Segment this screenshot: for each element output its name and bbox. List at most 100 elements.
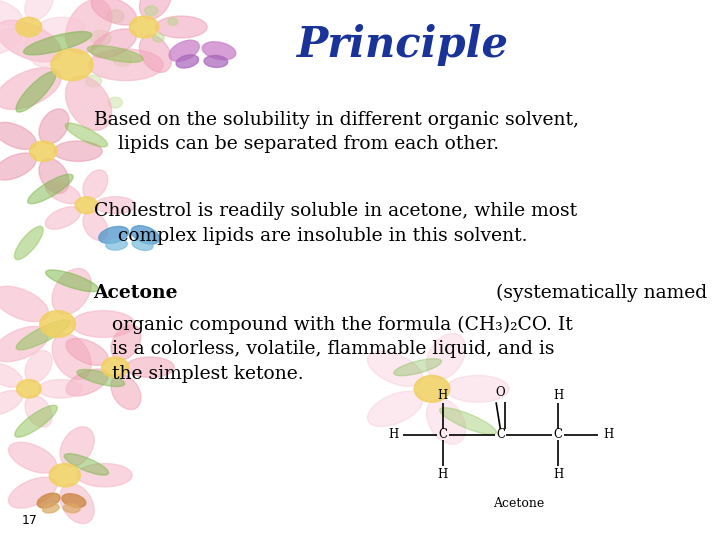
Circle shape	[168, 18, 178, 25]
Circle shape	[30, 141, 57, 161]
Ellipse shape	[132, 239, 153, 251]
Ellipse shape	[16, 320, 71, 350]
Ellipse shape	[60, 483, 94, 524]
Circle shape	[113, 52, 132, 66]
Ellipse shape	[140, 0, 171, 19]
Circle shape	[153, 33, 164, 42]
Text: (systematically named: (systematically named	[490, 284, 714, 302]
Ellipse shape	[38, 380, 82, 398]
Ellipse shape	[426, 333, 466, 379]
Text: organic compound with the formula (CH₃)₂CO. It
   is a colorless, volatile, flam: organic compound with the formula (CH₃)₂…	[94, 316, 572, 383]
Ellipse shape	[0, 68, 61, 110]
Ellipse shape	[0, 20, 61, 62]
Ellipse shape	[140, 35, 171, 72]
Text: H: H	[603, 428, 613, 441]
Circle shape	[130, 16, 158, 38]
Ellipse shape	[45, 181, 81, 204]
Ellipse shape	[426, 399, 466, 444]
Ellipse shape	[14, 405, 58, 437]
Circle shape	[108, 97, 122, 108]
Text: O: O	[495, 386, 505, 399]
Ellipse shape	[176, 55, 199, 68]
Ellipse shape	[66, 123, 107, 147]
Ellipse shape	[0, 286, 48, 322]
Ellipse shape	[87, 45, 143, 63]
Text: Acetone: Acetone	[492, 497, 544, 510]
Ellipse shape	[126, 357, 174, 377]
Ellipse shape	[66, 339, 108, 366]
Ellipse shape	[24, 0, 53, 20]
Ellipse shape	[54, 141, 102, 161]
Circle shape	[86, 75, 102, 87]
Text: H: H	[553, 389, 563, 402]
Ellipse shape	[111, 374, 141, 409]
Ellipse shape	[367, 351, 423, 387]
Circle shape	[91, 30, 111, 45]
Circle shape	[49, 463, 81, 487]
Ellipse shape	[42, 504, 59, 513]
Ellipse shape	[9, 477, 57, 508]
Ellipse shape	[77, 369, 125, 387]
Circle shape	[145, 6, 158, 16]
Circle shape	[40, 310, 76, 338]
Circle shape	[102, 357, 129, 377]
Text: H: H	[438, 468, 448, 481]
Text: H: H	[389, 428, 399, 441]
Ellipse shape	[446, 375, 509, 402]
Circle shape	[107, 10, 124, 23]
Ellipse shape	[99, 226, 129, 244]
Ellipse shape	[71, 310, 135, 338]
Ellipse shape	[39, 158, 69, 193]
Ellipse shape	[77, 463, 132, 487]
Ellipse shape	[204, 56, 228, 68]
Ellipse shape	[62, 494, 86, 508]
Ellipse shape	[9, 442, 57, 473]
Text: Cholestrol is readily soluble in acetone, while most
    complex lipids are inso: Cholestrol is readily soluble in acetone…	[94, 202, 577, 245]
Ellipse shape	[0, 0, 22, 25]
Text: C: C	[438, 428, 447, 441]
Ellipse shape	[60, 427, 94, 467]
Ellipse shape	[156, 16, 207, 38]
Ellipse shape	[45, 270, 99, 292]
Ellipse shape	[24, 34, 53, 68]
Circle shape	[17, 380, 41, 398]
Ellipse shape	[64, 454, 109, 475]
Ellipse shape	[52, 334, 91, 380]
Ellipse shape	[111, 325, 141, 360]
Circle shape	[51, 49, 93, 80]
Ellipse shape	[0, 390, 22, 415]
Ellipse shape	[202, 42, 236, 60]
Ellipse shape	[25, 350, 52, 382]
Ellipse shape	[63, 504, 80, 513]
Ellipse shape	[91, 0, 137, 25]
Text: 17: 17	[22, 514, 37, 526]
Ellipse shape	[106, 239, 127, 250]
Ellipse shape	[0, 326, 48, 362]
Circle shape	[414, 375, 450, 402]
Ellipse shape	[83, 170, 108, 199]
Ellipse shape	[169, 40, 199, 62]
Circle shape	[16, 17, 42, 37]
Ellipse shape	[367, 391, 423, 427]
Ellipse shape	[91, 29, 137, 58]
Ellipse shape	[0, 123, 36, 150]
Ellipse shape	[0, 153, 36, 180]
Ellipse shape	[39, 17, 85, 37]
Ellipse shape	[89, 49, 163, 80]
Text: Based on the solubility in different organic solvent,
    lipids can be separate: Based on the solubility in different org…	[94, 111, 579, 153]
Text: H: H	[553, 468, 563, 481]
Ellipse shape	[45, 207, 81, 229]
Text: C: C	[554, 428, 562, 441]
Ellipse shape	[66, 76, 112, 130]
Ellipse shape	[14, 226, 43, 260]
Ellipse shape	[131, 226, 160, 244]
Ellipse shape	[25, 395, 52, 427]
Text: H: H	[438, 389, 448, 402]
Ellipse shape	[95, 197, 135, 214]
Ellipse shape	[39, 109, 69, 144]
Ellipse shape	[66, 0, 112, 53]
Ellipse shape	[440, 408, 496, 435]
Ellipse shape	[0, 29, 22, 55]
Ellipse shape	[83, 211, 108, 240]
Circle shape	[75, 197, 98, 214]
